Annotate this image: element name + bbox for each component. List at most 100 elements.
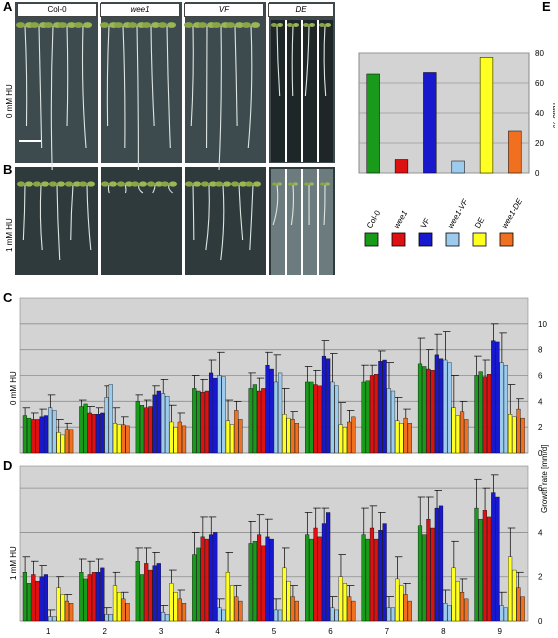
seedling bbox=[49, 181, 65, 260]
bar-wee1-DE bbox=[295, 601, 299, 621]
legend-label-wee1: wee1 bbox=[392, 209, 409, 230]
bar-Col-0 bbox=[305, 535, 309, 621]
genotype-label-col0: Col-0 bbox=[17, 3, 97, 17]
seedling-leaf bbox=[83, 22, 92, 28]
bar-wee1-VF bbox=[109, 614, 113, 621]
seedling bbox=[185, 181, 201, 240]
seedling-leaf bbox=[193, 181, 201, 186]
seedling-root bbox=[206, 185, 209, 250]
seedling-leaf bbox=[17, 181, 25, 186]
bar-Col-0 bbox=[422, 366, 426, 453]
seedling-leaf bbox=[79, 181, 87, 186]
panel-label-b: B bbox=[3, 162, 12, 177]
x-tick-label: 9 bbox=[498, 627, 503, 636]
legend-label-wee1-DE: wee1-DE bbox=[500, 196, 525, 230]
bar-Col-0 bbox=[192, 555, 196, 621]
bar-DE bbox=[339, 577, 343, 621]
bar-wee1 bbox=[314, 385, 318, 453]
bar-VF bbox=[96, 414, 100, 453]
bar-Col-0 bbox=[23, 572, 27, 621]
bar-Col-0 bbox=[249, 388, 253, 453]
bar-VF bbox=[270, 369, 274, 453]
bar-wee1-VF bbox=[218, 608, 222, 621]
bar-wee1-VF bbox=[218, 376, 222, 454]
bar-wee1-DE bbox=[347, 597, 351, 621]
bar-Col-0 bbox=[84, 579, 88, 621]
y-tick-label: 0 bbox=[535, 169, 540, 178]
bar-wee1 bbox=[483, 377, 487, 453]
bar-wee1 bbox=[205, 391, 209, 453]
bar-VF bbox=[100, 568, 104, 621]
bar-wee1-VF bbox=[48, 617, 52, 621]
bar-wee1-VF bbox=[222, 377, 226, 453]
seedling-leaf bbox=[245, 181, 253, 186]
bar-wee1-DE bbox=[404, 594, 408, 621]
seedling bbox=[44, 22, 62, 170]
bar-Col-0 bbox=[479, 519, 483, 621]
legend-swatch-wee1-VF bbox=[446, 233, 459, 246]
bar-wee1-VF bbox=[335, 610, 339, 621]
chart-d: 0 2 4 6 1 2 3 4 5 6 7 8 9 bbox=[0, 458, 558, 638]
legend-swatch-wee1-DE bbox=[500, 233, 513, 246]
bar-wee1 bbox=[257, 391, 261, 453]
bar-wee1 bbox=[36, 419, 40, 453]
seedling-leaf bbox=[44, 22, 53, 28]
bar-Col-0 bbox=[192, 388, 196, 453]
bar-VF bbox=[326, 513, 330, 622]
seedling-leaf bbox=[277, 182, 282, 185]
bar-VF bbox=[40, 417, 44, 453]
bar-DE bbox=[117, 592, 121, 621]
bar-DE bbox=[282, 414, 286, 453]
bar-wee1-VF bbox=[504, 365, 508, 453]
bar-wee1-VF bbox=[448, 606, 452, 622]
seedling-leaf bbox=[158, 22, 167, 28]
bar-wee1 bbox=[431, 370, 435, 453]
bar-wee1 bbox=[487, 517, 491, 621]
seedling bbox=[161, 181, 177, 193]
bar-wee1-VF bbox=[222, 610, 226, 621]
seedling-leaf bbox=[231, 181, 239, 186]
y-tick-label: 0 bbox=[538, 617, 543, 626]
bar-Col-0 bbox=[475, 376, 479, 454]
bar-VF bbox=[44, 416, 48, 453]
x-tick-label: 4 bbox=[215, 627, 220, 636]
bar-wee1-DE bbox=[464, 419, 468, 453]
seedling-leaf bbox=[293, 23, 299, 27]
seedling bbox=[16, 22, 34, 126]
legend-swatch-VF bbox=[419, 233, 432, 246]
bar-DE bbox=[452, 568, 456, 621]
seedling bbox=[33, 181, 49, 250]
seedling-leaf bbox=[128, 22, 137, 28]
seedling bbox=[65, 181, 81, 240]
y-tick-label: 4 bbox=[538, 528, 543, 537]
bar-Col-0 bbox=[79, 407, 83, 454]
seedling-root bbox=[39, 26, 42, 148]
bar-VF bbox=[378, 361, 382, 453]
bar-VF bbox=[100, 413, 104, 453]
bar-wee1-VF bbox=[452, 161, 465, 173]
bar-wee1-DE bbox=[234, 410, 238, 453]
bar-wee1 bbox=[201, 537, 205, 621]
seedling-leaf bbox=[215, 181, 223, 186]
seedling-leaf bbox=[147, 181, 155, 186]
seedling-leaf bbox=[167, 22, 176, 28]
bar-DE bbox=[287, 581, 291, 621]
bar-wee1 bbox=[261, 546, 265, 621]
bar-wee1-DE bbox=[460, 412, 464, 453]
bar-wee1-VF bbox=[387, 608, 391, 621]
panel-label-e: E bbox=[542, 0, 551, 14]
bar-Col-0 bbox=[136, 561, 140, 621]
bar-Col-0 bbox=[27, 583, 31, 621]
bar-wee1-VF bbox=[48, 408, 52, 453]
bar-wee1-VF bbox=[330, 608, 334, 621]
seedling-leaf bbox=[57, 181, 65, 186]
seedling bbox=[147, 181, 163, 193]
x-tick-label: 8 bbox=[441, 627, 446, 636]
seedlings-drawing bbox=[15, 2, 335, 276]
bar-DE bbox=[512, 570, 516, 621]
bar-wee1 bbox=[261, 388, 265, 453]
photo-column-separator bbox=[317, 169, 319, 275]
seedling bbox=[114, 22, 132, 148]
seedling-leaf bbox=[142, 22, 151, 28]
bar-DE bbox=[170, 583, 174, 621]
